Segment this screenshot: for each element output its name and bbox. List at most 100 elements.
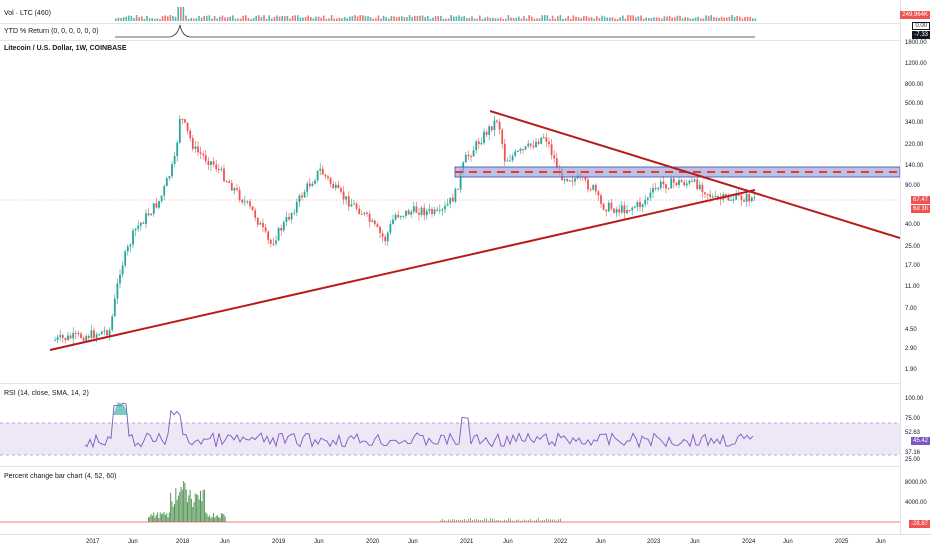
volume-bar bbox=[333, 18, 335, 21]
volume-bar bbox=[406, 17, 408, 21]
candle-body bbox=[501, 129, 504, 144]
volume-bar bbox=[213, 16, 216, 21]
volume-bar bbox=[330, 15, 333, 21]
volume-bar bbox=[689, 18, 692, 21]
candle-body bbox=[142, 222, 145, 224]
pct-change-bar bbox=[177, 495, 179, 522]
volume-bar bbox=[632, 15, 634, 21]
pane-separator[interactable] bbox=[0, 466, 932, 467]
candle-body bbox=[147, 213, 150, 216]
pane-separator[interactable] bbox=[0, 383, 932, 384]
pct-change-bar bbox=[508, 518, 509, 522]
candle-body bbox=[199, 152, 202, 154]
pct-change-bar bbox=[492, 518, 493, 522]
volume-bar bbox=[622, 15, 624, 21]
volume-bar bbox=[538, 18, 541, 21]
pct-change-bar bbox=[171, 501, 173, 522]
chart-canvas[interactable] bbox=[0, 0, 900, 534]
price-tick: 25.00 bbox=[905, 244, 921, 250]
volume-bar bbox=[154, 18, 156, 21]
pane-separator[interactable] bbox=[0, 40, 932, 41]
volume-bar bbox=[310, 17, 312, 21]
volume-bar bbox=[351, 16, 354, 21]
candle-body bbox=[399, 216, 402, 218]
volume-bar bbox=[702, 18, 705, 21]
time-tick: 2020 bbox=[366, 539, 380, 545]
candle-body bbox=[69, 335, 72, 339]
descending-trendline bbox=[489, 110, 900, 239]
rsi-pane-label[interactable]: RSI (14, close, SMA, 14, 2) bbox=[4, 390, 89, 397]
volume-bar bbox=[424, 17, 426, 21]
volume-bar bbox=[325, 18, 328, 21]
pct-pane-label[interactable]: Percent change bar chart (4, 52, 60) bbox=[4, 473, 117, 480]
volume-bar bbox=[458, 15, 460, 21]
volume-bar bbox=[481, 18, 484, 21]
last-price-tag: 67.47 bbox=[910, 196, 930, 204]
volume-bar bbox=[502, 18, 504, 21]
volume-bar bbox=[645, 17, 647, 21]
pct-change-bar bbox=[454, 519, 455, 522]
pct-change-bar bbox=[474, 519, 475, 522]
volume-bar bbox=[671, 17, 673, 21]
candle-body bbox=[498, 121, 501, 130]
pct-change-bar bbox=[484, 518, 485, 522]
pct-change-bar bbox=[468, 518, 469, 522]
volume-bar bbox=[606, 17, 608, 21]
candle-body bbox=[95, 334, 98, 338]
candle-body bbox=[459, 172, 462, 190]
candle-body bbox=[600, 195, 602, 204]
candle-body bbox=[288, 216, 290, 220]
time-tick: 2018 bbox=[176, 539, 190, 545]
volume-bar bbox=[440, 15, 442, 21]
chart-area[interactable]: Vol · LTC (460) YTD % Return (0, 0, 0, 0… bbox=[0, 0, 900, 534]
volume-bar bbox=[523, 16, 525, 21]
candle-body bbox=[628, 210, 631, 212]
candle-body bbox=[496, 120, 498, 122]
candle-body bbox=[423, 207, 426, 216]
volume-bar bbox=[567, 15, 569, 21]
volume-bar bbox=[346, 18, 348, 21]
time-axis[interactable]: 2017 Jun 2018 Jun 2019 Jun 2020 Jun 2021… bbox=[0, 534, 932, 551]
volume-bar bbox=[463, 16, 465, 21]
time-tick: Jun bbox=[876, 539, 886, 545]
candle-body bbox=[688, 180, 691, 184]
candle-body bbox=[251, 206, 254, 211]
volume-bar bbox=[697, 16, 699, 21]
price-scale[interactable]: 1800.00 1200.00 800.00 500.00 340.00 220… bbox=[900, 0, 932, 534]
pct-change-bar bbox=[222, 513, 224, 522]
pct-change-bar bbox=[462, 519, 463, 522]
volume-bar bbox=[596, 16, 598, 21]
candle-body bbox=[223, 168, 225, 182]
pct-change-bar bbox=[452, 519, 453, 522]
symbol-title[interactable]: Litecoin / U.S. Dollar, 1W, COINBASE bbox=[4, 45, 127, 52]
volume-bar bbox=[674, 17, 676, 21]
volume-bar bbox=[577, 17, 580, 21]
candle-body bbox=[675, 182, 678, 186]
candle-body bbox=[311, 183, 314, 187]
pct-change-bar bbox=[472, 520, 473, 522]
ytd-pane-label[interactable]: YTD % Return (0, 0, 0, 0, 0, 0) bbox=[4, 28, 99, 35]
pct-change-bar bbox=[446, 520, 447, 522]
time-tick: Jun bbox=[314, 539, 324, 545]
pct-change-bar bbox=[192, 506, 194, 522]
candle-body bbox=[262, 223, 264, 228]
candle-body bbox=[631, 207, 634, 211]
candle-body bbox=[191, 138, 194, 149]
volume-bar bbox=[650, 17, 653, 21]
volume-bar bbox=[575, 16, 577, 21]
candle-body bbox=[475, 141, 478, 151]
pct-change-bar bbox=[542, 520, 543, 522]
candle-body bbox=[431, 209, 433, 214]
volume-bar bbox=[388, 18, 390, 21]
candle-body bbox=[171, 164, 173, 177]
pane-separator[interactable] bbox=[0, 23, 932, 24]
candle-body bbox=[327, 176, 329, 179]
candle-body bbox=[350, 204, 353, 207]
candle-body bbox=[113, 298, 116, 317]
pct-change-bar bbox=[512, 520, 513, 522]
volume-bar bbox=[437, 16, 439, 21]
candle-body bbox=[618, 209, 621, 213]
volume-pane-label[interactable]: Vol · LTC (460) bbox=[4, 10, 51, 17]
candle-body bbox=[553, 155, 556, 159]
volume-bar bbox=[546, 15, 549, 21]
